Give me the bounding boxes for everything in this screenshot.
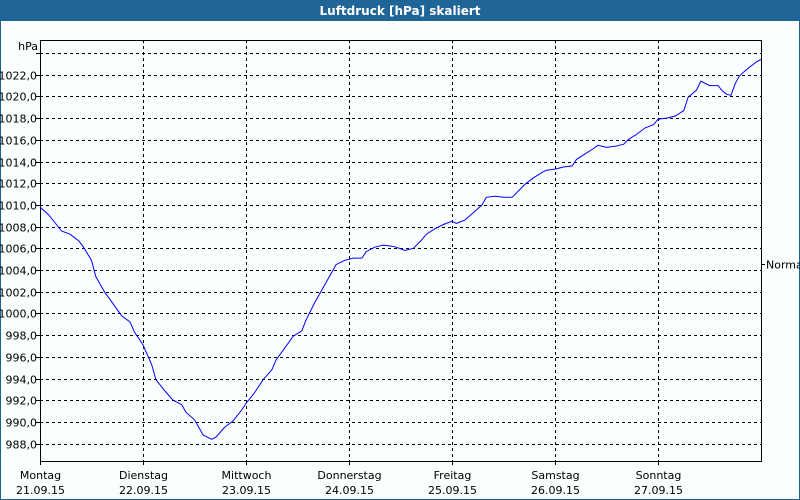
x-tick-date: 25.09.15 xyxy=(428,484,477,497)
pressure-series-line xyxy=(39,59,762,440)
y-tick-label: 994,0 xyxy=(6,374,38,387)
chart-title: Luftdruck [hPa] skaliert xyxy=(1,1,799,21)
x-tick-day: Montag xyxy=(20,469,61,482)
x-tick-day: Freitag xyxy=(434,469,472,482)
x-tick-date: 24.09.15 xyxy=(325,484,374,497)
x-tick-day: Dienstag xyxy=(119,469,168,482)
y-tick-label: 990,0 xyxy=(6,417,38,430)
y-tick-label: 1016,0 xyxy=(0,135,37,148)
x-tick-day: Donnerstag xyxy=(317,469,381,482)
y-tick-label: 1018,0 xyxy=(0,113,37,126)
x-tick-date: 23.09.15 xyxy=(222,484,271,497)
y-tick-label: 1010,0 xyxy=(0,200,37,213)
y-tick-label: 998,0 xyxy=(6,330,38,343)
x-tick-date: 27.09.15 xyxy=(634,484,683,497)
y-tick-label: 1002,0 xyxy=(0,287,37,300)
x-tick-date: 21.09.15 xyxy=(16,484,65,497)
y-tick-label: 1000,0 xyxy=(0,308,37,321)
y-tick-label: 996,0 xyxy=(6,352,38,365)
x-tick-date: 26.09.15 xyxy=(531,484,580,497)
y-axis-label: hPa xyxy=(18,40,38,53)
x-tick-day: Mittwoch xyxy=(222,469,272,482)
x-tick-day: Samstag xyxy=(531,469,579,482)
y-tick-label: 1004,0 xyxy=(0,265,37,278)
x-tick-day: Sonntag xyxy=(636,469,682,482)
y-tick-label: 1008,0 xyxy=(0,222,37,235)
y-tick-label: 1022,0 xyxy=(0,70,37,83)
y-tick-label: 1020,0 xyxy=(0,91,37,104)
y-tick-label: 992,0 xyxy=(6,395,38,408)
y-tick-label: 1014,0 xyxy=(0,157,37,170)
x-tick-date: 22.09.15 xyxy=(119,484,168,497)
y-tick-label: 988,0 xyxy=(6,439,38,452)
y-tick-label: 1006,0 xyxy=(0,243,37,256)
y-tick-label: 1012,0 xyxy=(0,178,37,191)
normal-label: Normal xyxy=(766,259,800,272)
